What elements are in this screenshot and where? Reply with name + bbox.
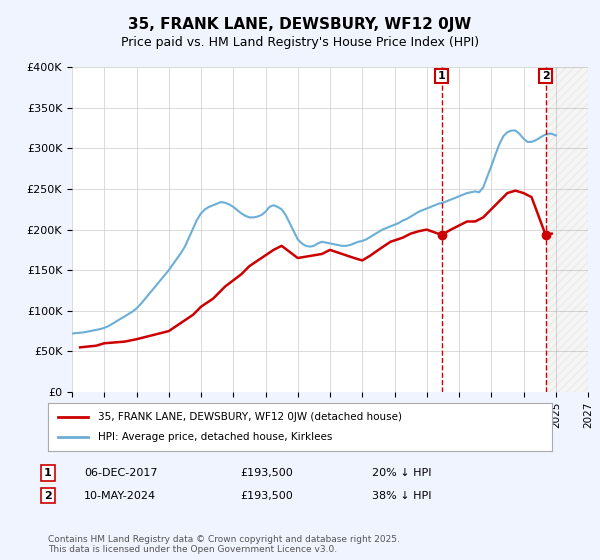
Text: 10-MAY-2024: 10-MAY-2024: [84, 491, 156, 501]
Text: HPI: Average price, detached house, Kirklees: HPI: Average price, detached house, Kirk…: [98, 432, 333, 442]
Text: 2: 2: [44, 491, 52, 501]
Text: 1: 1: [44, 468, 52, 478]
Text: £193,500: £193,500: [240, 491, 293, 501]
Bar: [545, 67, 588, 392]
Text: £193,500: £193,500: [240, 468, 293, 478]
Text: Contains HM Land Registry data © Crown copyright and database right 2025.
This d: Contains HM Land Registry data © Crown c…: [48, 535, 400, 554]
Text: 35, FRANK LANE, DEWSBURY, WF12 0JW (detached house): 35, FRANK LANE, DEWSBURY, WF12 0JW (deta…: [98, 412, 403, 422]
Text: 06-DEC-2017: 06-DEC-2017: [84, 468, 157, 478]
Text: 1: 1: [438, 71, 445, 81]
Text: 20% ↓ HPI: 20% ↓ HPI: [372, 468, 431, 478]
Text: 2: 2: [542, 71, 550, 81]
Text: Price paid vs. HM Land Registry's House Price Index (HPI): Price paid vs. HM Land Registry's House …: [121, 36, 479, 49]
Text: 38% ↓ HPI: 38% ↓ HPI: [372, 491, 431, 501]
Text: 35, FRANK LANE, DEWSBURY, WF12 0JW: 35, FRANK LANE, DEWSBURY, WF12 0JW: [128, 17, 472, 32]
